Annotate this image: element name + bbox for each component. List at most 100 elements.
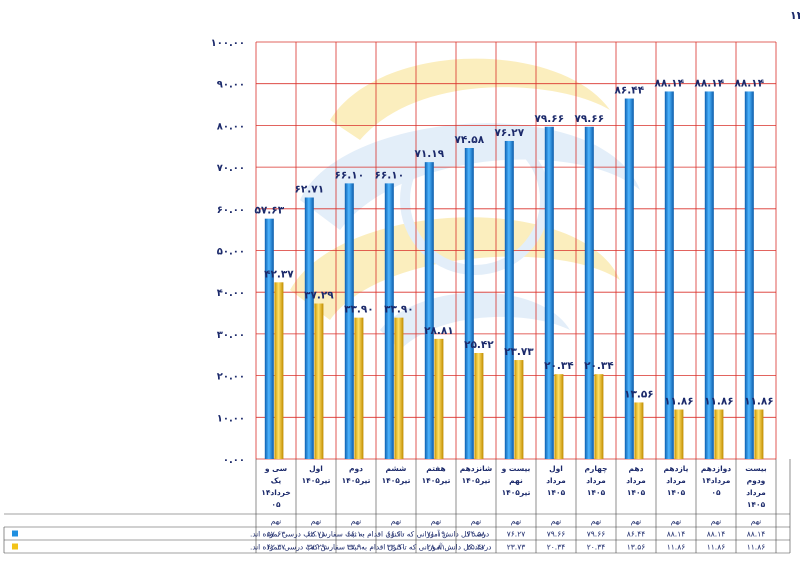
table-cell-not-registered: ۳۳.۹۰ (347, 543, 366, 552)
table-cell-not-registered: ۱۱.۸۶ (747, 543, 766, 552)
y-tick-label: ۵۰.۰۰ (217, 247, 245, 258)
table-cell-grade: نهم (311, 517, 322, 526)
value-label-not-registered: ۳۳.۹۰ (384, 304, 414, 316)
y-tick-label: ۸۰.۰۰ (217, 121, 245, 132)
table-cell-not-registered: ۴۲.۳۷ (267, 543, 286, 552)
table-cell-not-registered: ۱۱.۸۶ (667, 543, 686, 552)
category-label: ۱۴۰۵ (587, 488, 606, 497)
bar-not-registered (674, 409, 684, 459)
table-cell-registered: ۶۶.۱۰ (387, 530, 406, 539)
table-cell-grade: نهم (751, 517, 762, 526)
y-tick-label: ۰.۰۰ (223, 455, 245, 466)
table-cell-registered: ۸۸.۱۴ (747, 530, 766, 539)
bar-not-registered (634, 402, 644, 459)
bar-not-registered (434, 338, 444, 459)
category-label: تیر۱۴۰۵ (342, 476, 371, 485)
bar-registered (304, 197, 314, 459)
value-label-registered: ۶۲.۷۱ (294, 183, 324, 195)
category-label: چهارم (585, 464, 608, 473)
value-label-registered: ۶۶.۱۰ (374, 169, 404, 181)
category-label: بیست و (501, 464, 531, 473)
table-cell-not-registered: ۱۳.۵۶ (627, 543, 646, 552)
category-label: بیست (745, 464, 767, 473)
table-cell-grade: نهم (391, 517, 402, 526)
bar-not-registered (474, 352, 484, 459)
bar-not-registered (354, 317, 364, 459)
category-label: ۱۴۰۵ (747, 500, 766, 509)
bar-registered (544, 126, 554, 459)
table-cell-registered: ۶۲.۷۱ (307, 530, 326, 539)
bar-registered (664, 91, 674, 459)
category-label: مرداد (586, 476, 606, 485)
table-cell-grade: نهم (591, 517, 602, 526)
category-label: یازدهم (664, 464, 689, 473)
table-cell-registered: ۸۸.۱۴ (707, 530, 726, 539)
category-label: شانزدهم (460, 464, 493, 473)
value-label-not-registered: ۲۳.۷۳ (504, 346, 534, 358)
category-label: تیر۱۴۰۵ (422, 476, 451, 485)
table-cell-grade: نهم (271, 517, 282, 526)
table-cell-grade: نهم (671, 517, 682, 526)
bar-registered (624, 98, 634, 459)
legend-label-not-registered: درصد کل دانش آموزانی که تاکنون اقدام به … (250, 542, 491, 552)
legend-label-registered: درصد کل دانش آموزانی که تاکنون اقدام به … (250, 529, 489, 539)
table-cell-grade: نهم (631, 517, 642, 526)
category-label: مرداد (746, 488, 766, 497)
table-cell-not-registered: ۲۳.۷۳ (507, 543, 526, 552)
value-label-not-registered: ۱۱.۸۶ (744, 396, 774, 408)
bar-registered (384, 183, 394, 459)
table-cell-not-registered: ۲۰.۳۴ (587, 543, 606, 552)
table-cell-not-registered: ۳۳.۹۰ (387, 543, 406, 552)
table-cell-not-registered: ۳۷.۲۹ (307, 543, 326, 552)
table-cell-registered: ۷۱.۱۹ (427, 530, 446, 539)
table-cell-grade: نهم (511, 517, 522, 526)
table-cell-not-registered: ۲۸.۸۱ (427, 543, 446, 552)
value-label-not-registered: ۲۸.۸۱ (424, 325, 454, 337)
category-label: دوازدهم (701, 464, 731, 473)
y-tick-label: ۲۰.۰۰ (217, 372, 245, 383)
bar-registered (344, 183, 354, 459)
value-label-registered: ۶۶.۱۰ (334, 169, 364, 181)
legend-swatch-registered (12, 530, 18, 537)
table-cell-grade: نهم (551, 517, 562, 526)
value-label-registered: ۷۴.۵۸ (454, 134, 484, 146)
category-label: ۰۵ (711, 488, 721, 497)
table-cell-registered: ۷۴.۵۸ (467, 530, 486, 539)
value-label-not-registered: ۱۱.۸۶ (704, 396, 734, 408)
value-label-not-registered: ۱۱.۸۶ (664, 396, 694, 408)
value-label-registered: ۸۸.۱۴ (694, 77, 724, 89)
bar-registered (704, 91, 714, 459)
value-label-registered: ۸۸.۱۴ (654, 77, 684, 89)
value-label-not-registered: ۱۳.۵۶ (624, 388, 654, 400)
category-label: نهم (509, 476, 523, 485)
category-label: مرداد (626, 476, 646, 485)
category-label: اول (309, 464, 323, 473)
bar-not-registered (554, 374, 564, 459)
bar-not-registered (314, 303, 324, 459)
bar-registered (584, 126, 594, 459)
category-label: تیر۱۴۰۵ (462, 476, 491, 485)
bar-registered (264, 218, 274, 459)
table-cell-grade: نهم (711, 517, 722, 526)
legend-swatch-not-registered (12, 543, 18, 550)
table-cell-registered: ۸۶.۴۴ (627, 530, 646, 539)
category-label: مرداد (666, 476, 686, 485)
table-cell-grade: نهم (431, 517, 442, 526)
category-label: مرداد۱۴ (702, 476, 731, 485)
bar-not-registered (594, 374, 604, 459)
table-cell-registered: ۵۷.۶۳ (267, 530, 286, 539)
chart-title: نمودار روند درصد ثبت سفارش کتب درسی دانش… (790, 8, 800, 22)
category-label: تیر۱۴۰۵ (502, 488, 531, 497)
table-cell-not-registered: ۱۱.۸۶ (707, 543, 726, 552)
bar-registered (504, 140, 514, 459)
category-label: ۱۴۰۵ (667, 488, 686, 497)
table-cell-not-registered: ۲۵.۴۲ (467, 543, 486, 552)
value-label-registered: ۵۷.۶۳ (254, 205, 284, 217)
y-tick-label: ۱۰۰.۰۰ (211, 38, 245, 49)
table-cell-grade: نهم (351, 517, 362, 526)
value-label-not-registered: ۲۵.۴۲ (464, 339, 494, 351)
grid (255, 41, 777, 460)
table-cell-registered: ۷۹.۶۶ (587, 530, 606, 539)
